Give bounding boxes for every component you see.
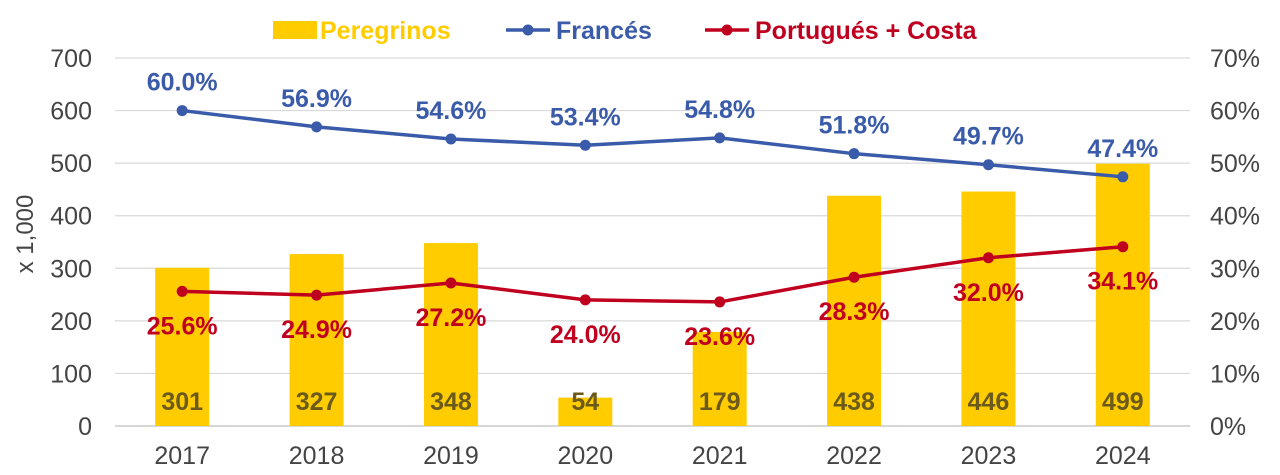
series-point — [1117, 241, 1129, 253]
y2-tick-label: 60% — [1210, 98, 1260, 126]
y2-tick-label: 70% — [1210, 45, 1260, 73]
y2-tick-label: 40% — [1210, 203, 1260, 231]
bar — [961, 191, 1016, 426]
bar-value-label: 179 — [699, 388, 741, 416]
axes: 0 0% 100 10% 200 20% 300 30% 400 40% 500 50% 600 60% 7… — [12, 45, 1260, 470]
bar-value-label: 438 — [833, 388, 875, 416]
series-line — [181, 108, 1123, 179]
y-tick-label: 700 — [50, 45, 92, 73]
bar-series — [155, 163, 1150, 426]
line-value-label: 54.6% — [415, 97, 486, 125]
line-value-label: 56.9% — [281, 85, 352, 113]
line-value-label: 32.0% — [953, 279, 1024, 307]
line-value-label: 60.0% — [147, 69, 218, 97]
line-value-label: 24.0% — [550, 321, 621, 349]
series-point — [982, 159, 994, 171]
line-value-label: 51.8% — [819, 112, 890, 140]
y-axis-label: x 1,000 — [12, 195, 39, 274]
legend-label: Peregrinos — [320, 17, 451, 45]
series-line — [182, 244, 1123, 304]
bar — [1095, 163, 1150, 426]
x-tick-label: 2021 — [692, 442, 748, 470]
gridlines — [115, 57, 1190, 427]
y-tick-label: 500 — [50, 150, 92, 178]
legend: Peregrinos Francés Portugués + Costa — [273, 17, 978, 45]
bar — [423, 243, 478, 426]
series-point — [176, 285, 188, 297]
x-tick-label: 2023 — [961, 442, 1017, 470]
line-value-label: 49.7% — [953, 123, 1024, 151]
y2-tick-label: 20% — [1210, 308, 1260, 336]
legend-swatch-marker — [721, 24, 733, 36]
bar-value-label: 446 — [968, 388, 1010, 416]
line-value-label: 27.2% — [415, 304, 486, 332]
line-value-label: 34.1% — [1087, 268, 1158, 296]
legend-swatch-marker — [522, 24, 534, 36]
line-value-labels: 60.0% 56.9% 54.6% 53.4% 54.8% 51.8% 49.7% 47.4%… — [147, 69, 1159, 351]
y-tick-label: 400 — [50, 203, 92, 231]
series-point — [714, 296, 726, 308]
line-value-label: 23.6% — [684, 323, 755, 351]
x-tick-label: 2018 — [289, 442, 345, 470]
x-tick-label: 2024 — [1095, 442, 1151, 470]
series-point — [445, 277, 457, 289]
line-series — [176, 105, 1129, 308]
bar-value-label: 348 — [430, 388, 472, 416]
bar-value-label: 54 — [571, 388, 599, 416]
legend-swatch-bar — [273, 21, 317, 39]
x-tick-label: 2019 — [423, 442, 479, 470]
y2-tick-label: 50% — [1210, 150, 1260, 178]
bar-value-label: 301 — [161, 388, 203, 416]
line-value-label: 47.4% — [1087, 135, 1158, 163]
series-point — [311, 289, 323, 301]
x-tick-label: 2020 — [558, 442, 614, 470]
series-point — [714, 132, 726, 144]
series-point — [982, 252, 994, 264]
y-tick-label: 300 — [50, 255, 92, 283]
y-tick-label: 200 — [50, 308, 92, 336]
y2-tick-label: 0% — [1210, 413, 1246, 441]
y-tick-label: 0 — [78, 413, 92, 441]
line-value-label: 53.4% — [550, 103, 621, 131]
series-point — [848, 271, 860, 283]
y-tick-label: 600 — [50, 98, 92, 126]
bar-value-labels: 301 327 348 54 179 438 446 499 — [161, 388, 1143, 416]
series-point — [311, 121, 323, 133]
x-tick-label: 2017 — [154, 442, 210, 470]
line-value-label: 25.6% — [147, 312, 218, 340]
y2-tick-label: 30% — [1210, 255, 1260, 283]
bar — [289, 254, 344, 426]
series-point — [1117, 171, 1129, 183]
line-value-label: 24.9% — [281, 316, 352, 344]
series-point — [176, 105, 188, 117]
series-point — [579, 139, 591, 151]
bar — [692, 331, 747, 426]
line-value-label: 28.3% — [819, 298, 890, 326]
series-point — [579, 294, 591, 306]
line-value-label: 54.8% — [684, 96, 755, 124]
y2-tick-label: 10% — [1210, 360, 1260, 388]
series-point — [445, 133, 457, 145]
bar-value-label: 499 — [1102, 388, 1144, 416]
bar — [558, 397, 613, 426]
x-tick-label: 2022 — [826, 442, 882, 470]
bar — [827, 195, 882, 426]
bar-value-label: 327 — [296, 388, 338, 416]
series-point — [848, 148, 860, 160]
y-tick-label: 100 — [50, 360, 92, 388]
legend-label: Francés — [556, 17, 652, 45]
legend-label: Portugués + Costa — [755, 17, 978, 45]
